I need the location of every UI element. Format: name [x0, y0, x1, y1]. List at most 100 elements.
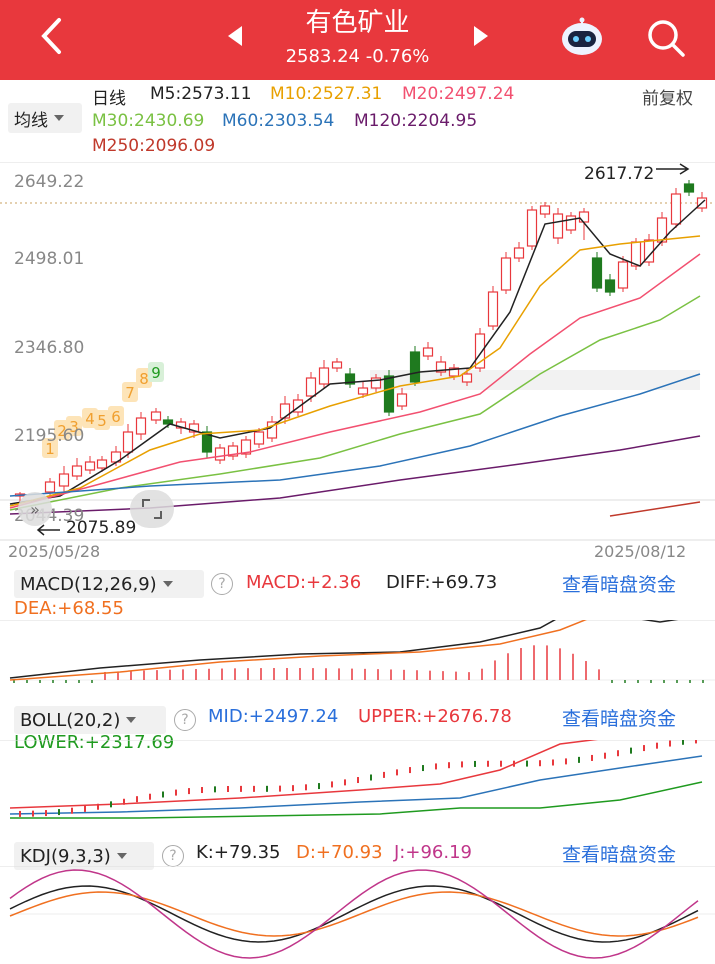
- boll-upper-line: [9, 740, 599, 809]
- help-icon[interactable]: ?: [162, 845, 184, 867]
- m20-value: M20:2497.24: [402, 84, 515, 104]
- ma-selector[interactable]: 均线: [8, 103, 82, 133]
- title-bar: 有色矿业 2583.24 -0.76%: [0, 0, 715, 80]
- diff-value: DIFF:+69.73: [386, 572, 498, 593]
- chevron-left-icon: [41, 18, 61, 54]
- chevron-down-icon: [54, 115, 64, 121]
- price-label-4: 2195.60: [14, 426, 85, 446]
- count-badge: [148, 362, 164, 382]
- candle-body: [539, 205, 551, 215]
- candle-body: [370, 377, 382, 389]
- dark-pool-link[interactable]: 查看暗盘资金: [562, 844, 677, 866]
- boll-selector-label: BOLL(20,2): [20, 709, 121, 731]
- help-icon[interactable]: ?: [211, 573, 233, 595]
- count-badge: [108, 406, 124, 426]
- high-marker: 2617.72: [584, 164, 655, 184]
- candle-body: [266, 421, 278, 439]
- candle-body: [591, 257, 603, 289]
- boll-mid-line: [9, 755, 703, 815]
- robot-assistant-icon: [562, 17, 602, 55]
- candle-body: [150, 411, 162, 421]
- count-badge-label: 7: [125, 384, 135, 402]
- boll-selector[interactable]: BOLL(20,2): [14, 706, 166, 734]
- candle-body: [617, 261, 629, 289]
- candle-body: [487, 291, 499, 327]
- back-button[interactable]: [30, 14, 74, 58]
- count-badge: [66, 416, 82, 436]
- candle-body: [253, 431, 265, 445]
- candle-body: [500, 257, 512, 291]
- diff-line: [9, 620, 679, 679]
- arrow-left-icon: [36, 524, 60, 536]
- m60-value: M60:2303.54: [222, 111, 335, 131]
- count-badge-label: 4: [85, 410, 95, 428]
- candle-body: [344, 373, 356, 385]
- d-line: [9, 891, 699, 937]
- macd-selector[interactable]: MACD(12,26,9): [14, 570, 204, 598]
- search-icon: [648, 20, 685, 57]
- chevron-down-icon: [162, 581, 173, 587]
- candle-body: [357, 387, 369, 395]
- count-badge-label: 2: [57, 422, 67, 440]
- candle-body: [670, 193, 682, 225]
- m10-value: M10:2527.31: [270, 84, 383, 104]
- price-change: 2583.24 -0.76%: [285, 46, 430, 67]
- candle-body: [292, 399, 304, 413]
- macd-value: MACD:+2.36: [246, 572, 362, 593]
- ma5-line: [9, 199, 706, 505]
- candle-body: [96, 459, 108, 469]
- kdj-k-value: K:+79.35: [196, 842, 281, 863]
- period-label: 日线: [92, 89, 126, 109]
- fullscreen-button[interactable]: [130, 490, 174, 528]
- candle-body: [513, 247, 525, 259]
- candle-body: [526, 209, 538, 247]
- m250-value: M250:2096.09: [92, 136, 216, 156]
- count-badge-label: 5: [97, 412, 107, 430]
- dark-pool-link[interactable]: 查看暗盘资金: [562, 708, 677, 730]
- candle-body: [565, 215, 577, 231]
- prev-stock-button[interactable]: [222, 22, 248, 50]
- candle-body: [44, 481, 56, 493]
- boll-lower-line: [10, 781, 703, 819]
- price-label-1: 2649.22: [14, 172, 85, 192]
- candle-body: [383, 375, 395, 413]
- robot-assistant-button[interactable]: [556, 14, 608, 60]
- boll-lower-value: LOWER:+2317.69: [14, 732, 175, 753]
- ma10-line: [9, 235, 701, 507]
- arrow-right-icon: [656, 163, 690, 175]
- candle-body: [175, 421, 187, 429]
- candle-body: [201, 431, 213, 453]
- kdj-selector-label: KDJ(9,3,3): [20, 845, 111, 867]
- help-icon[interactable]: ?: [174, 709, 196, 731]
- j-line: [9, 869, 699, 959]
- candle-body: [683, 183, 695, 193]
- candle-body: [71, 465, 83, 477]
- search-button[interactable]: [644, 16, 688, 60]
- dark-pool-link[interactable]: 查看暗盘资金: [562, 574, 677, 596]
- collapse-button[interactable]: »: [18, 492, 52, 526]
- next-stock-button[interactable]: [468, 22, 494, 50]
- count-badge: [94, 410, 110, 430]
- candle-body: [396, 393, 408, 407]
- candle-body: [422, 347, 434, 357]
- m120-value: M120:2204.95: [354, 111, 478, 131]
- low-marker: 2075.89: [66, 518, 137, 538]
- kdj-d-value: D:+70.93: [296, 842, 383, 863]
- candle-body: [305, 377, 317, 397]
- triangle-right-icon: [474, 26, 488, 46]
- kdj-selector[interactable]: KDJ(9,3,3): [14, 842, 154, 870]
- boll-mid-value: MID:+2497.24: [208, 706, 339, 727]
- ma30-line: [9, 295, 701, 511]
- macd-selector-label: MACD(12,26,9): [20, 573, 157, 595]
- dea-line: [9, 620, 588, 681]
- page-title: 有色矿业: [305, 8, 410, 38]
- start-date: 2025/05/28: [8, 542, 101, 561]
- candle-body: [409, 351, 421, 383]
- adjust-button[interactable]: 前复权: [642, 89, 693, 109]
- candle-body: [58, 473, 70, 487]
- count-badge-label: 3: [69, 418, 79, 436]
- count-badge-label: 9: [151, 364, 161, 382]
- candle-body: [240, 439, 252, 455]
- dea-value: DEA:+68.55: [14, 598, 124, 619]
- candlestick-chart[interactable]: 12 3 4 5 678 9: [0, 162, 715, 542]
